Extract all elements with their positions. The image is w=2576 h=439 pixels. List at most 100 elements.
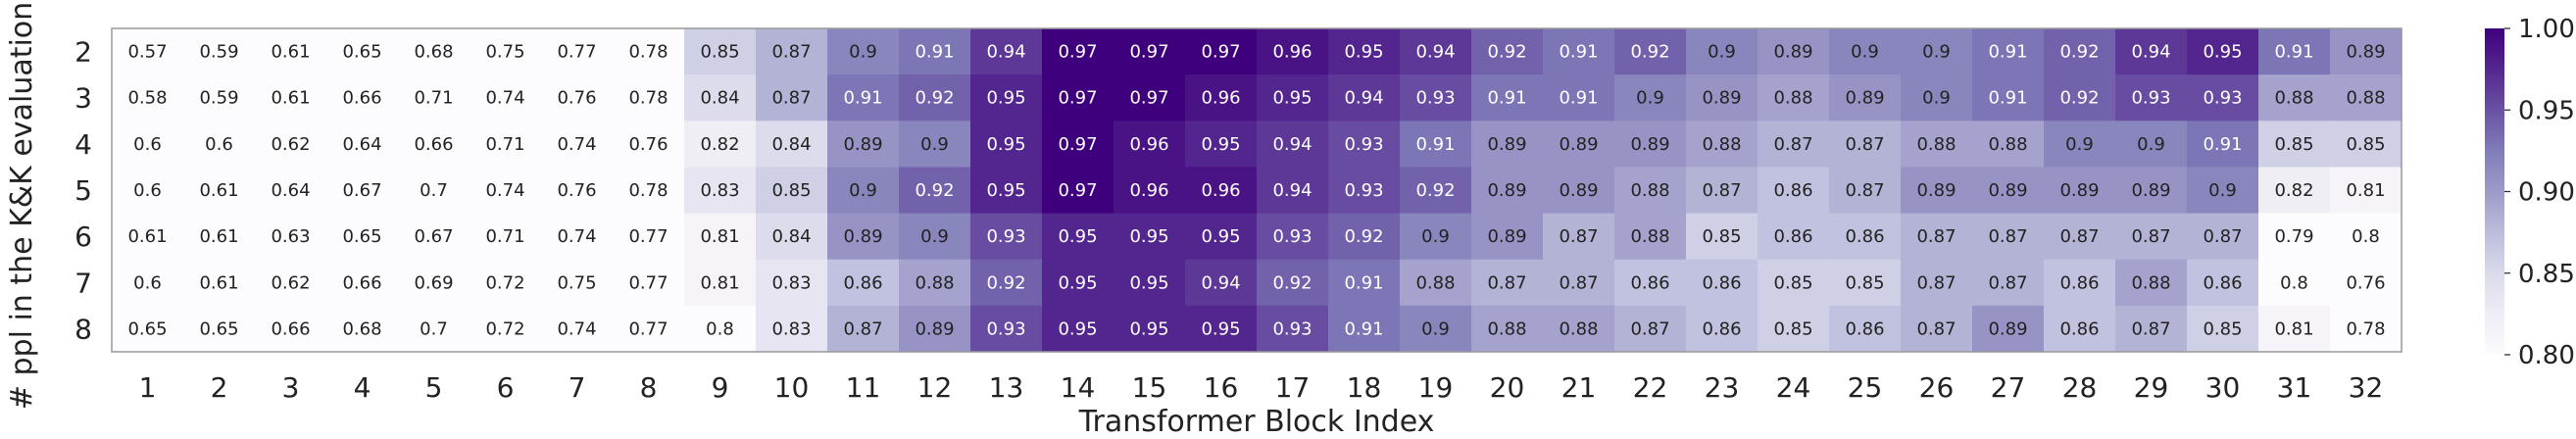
cell-value-label: 0.97 [1058,180,1097,201]
x-tick-label: 4 [354,371,372,404]
heatmap-cell [1185,213,1258,261]
heatmap-cell [684,167,757,215]
heatmap-cell [684,121,757,169]
cell-value-label: 0.96 [1201,88,1240,109]
heatmap-cell [613,167,685,215]
heatmap-cell [2258,28,2331,75]
heatmap-cell [2187,213,2259,261]
cell-value-label: 0.74 [485,88,524,109]
heatmap-cell [398,305,471,353]
heatmap-cell [398,213,471,261]
heatmap-cell [1686,121,1759,169]
heatmap-cell [2258,74,2331,122]
cell-value-label: 0.89 [1988,318,2027,339]
heatmap-cell [1686,167,1759,215]
cell-value-label: 0.89 [2059,180,2099,201]
heatmap-cell [899,259,971,307]
cell-value-label: 0.97 [1058,42,1097,63]
heatmap-cell [1114,167,1186,215]
heatmap-cell [899,167,971,215]
heatmap-cell [1972,259,2045,307]
heatmap-cell [2187,167,2259,215]
heatmap-cell [1901,259,1973,307]
heatmap-cell [1328,74,1401,122]
cell-value-label: 0.85 [2274,134,2313,155]
heatmap-cell [756,167,828,215]
cell-value-label: 0.82 [2274,180,2313,201]
cell-value-label: 0.87 [1988,226,2027,247]
cell-value-label: 0.94 [1272,134,1312,155]
y-axis-label: # ppl in the K&K evaluation [5,2,39,410]
heatmap-cell [2115,305,2188,353]
cell-value-label: 0.89 [1773,42,1812,63]
heatmap-cell [899,28,971,75]
cell-value-label: 0.92 [2059,88,2099,109]
heatmap-cell [1614,121,1687,169]
heatmap-cell [2258,305,2331,353]
cell-value-label: 0.9 [2065,134,2094,155]
heatmap-cell [2330,167,2403,215]
heatmap-cell [1901,213,1973,261]
heatmap-cell [1614,213,1687,261]
heatmap-cell [2115,167,2188,215]
heatmap-cell [2187,305,2259,353]
cell-value-label: 0.79 [2274,226,2313,247]
heatmap-cell [541,28,614,75]
cell-value-label: 0.9 [920,226,949,247]
y-tick-label: 8 [74,313,92,345]
heatmap-cell [970,167,1043,215]
cell-value-label: 0.92 [1344,226,1383,247]
x-tick-label: 23 [1705,371,1740,404]
heatmap-cell [2258,259,2331,307]
heatmap-cell [1829,167,1902,215]
heatmap-cell [684,259,757,307]
cell-value-label: 0.9 [849,180,877,201]
cell-value-label: 0.88 [915,272,954,293]
cell-value-label: 0.74 [557,134,596,155]
heatmap-cell [1758,121,1830,169]
heatmap-cell [1042,305,1115,353]
cell-value-label: 0.91 [1344,318,1383,339]
cell-value-label: 0.8 [2280,272,2308,293]
heatmap-cell [2044,121,2116,169]
cell-value-label: 0.74 [557,318,596,339]
x-tick-label: 18 [1347,371,1382,404]
heatmap-cell [1042,259,1115,307]
heatmap-cell [2187,259,2259,307]
cell-value-label: 0.81 [2274,318,2313,339]
cell-value-label: 0.89 [1487,180,1526,201]
heatmap-cell [1400,121,1472,169]
heatmap-cell [1400,167,1472,215]
y-tick-labels: 2 3 4 5 6 7 8 [74,36,92,346]
heatmap-cell [1328,121,1401,169]
heatmap-cell [183,213,256,261]
cell-value-label: 0.87 [1845,180,1884,201]
cell-value-label: 0.78 [628,88,668,109]
cell-value-label: 0.94 [986,42,1025,63]
heatmap-cell [899,213,971,261]
heatmap-cell [541,167,614,215]
cell-value-label: 0.76 [628,134,668,155]
cell-value-label: 0.96 [1129,134,1168,155]
heatmap-cell [183,305,256,353]
heatmap-cell [326,167,399,215]
heatmap-cell [827,28,900,75]
heatmap-cell [1257,213,1329,261]
cell-value-label: 0.94 [1201,272,1240,293]
cell-value-label: 0.93 [2203,88,2242,109]
heatmap-cell [899,121,971,169]
cell-value-label: 0.61 [271,42,310,63]
heatmap-cell [326,213,399,261]
cell-value-label: 0.86 [1702,318,1741,339]
heatmap-cell [756,121,828,169]
heatmap-cell [2044,213,2116,261]
heatmap-cell [827,121,900,169]
colorbar-tick-label: 0.80 [2518,341,2575,370]
heatmap-cell [1614,28,1687,75]
heatmap-cell [1686,28,1759,75]
cell-value-label: 0.89 [1988,180,2027,201]
cell-value-label: 0.95 [1129,318,1168,339]
heatmap-cell [1257,259,1329,307]
cell-value-label: 0.92 [1487,42,1526,63]
cell-value-label: 0.7 [420,180,448,201]
